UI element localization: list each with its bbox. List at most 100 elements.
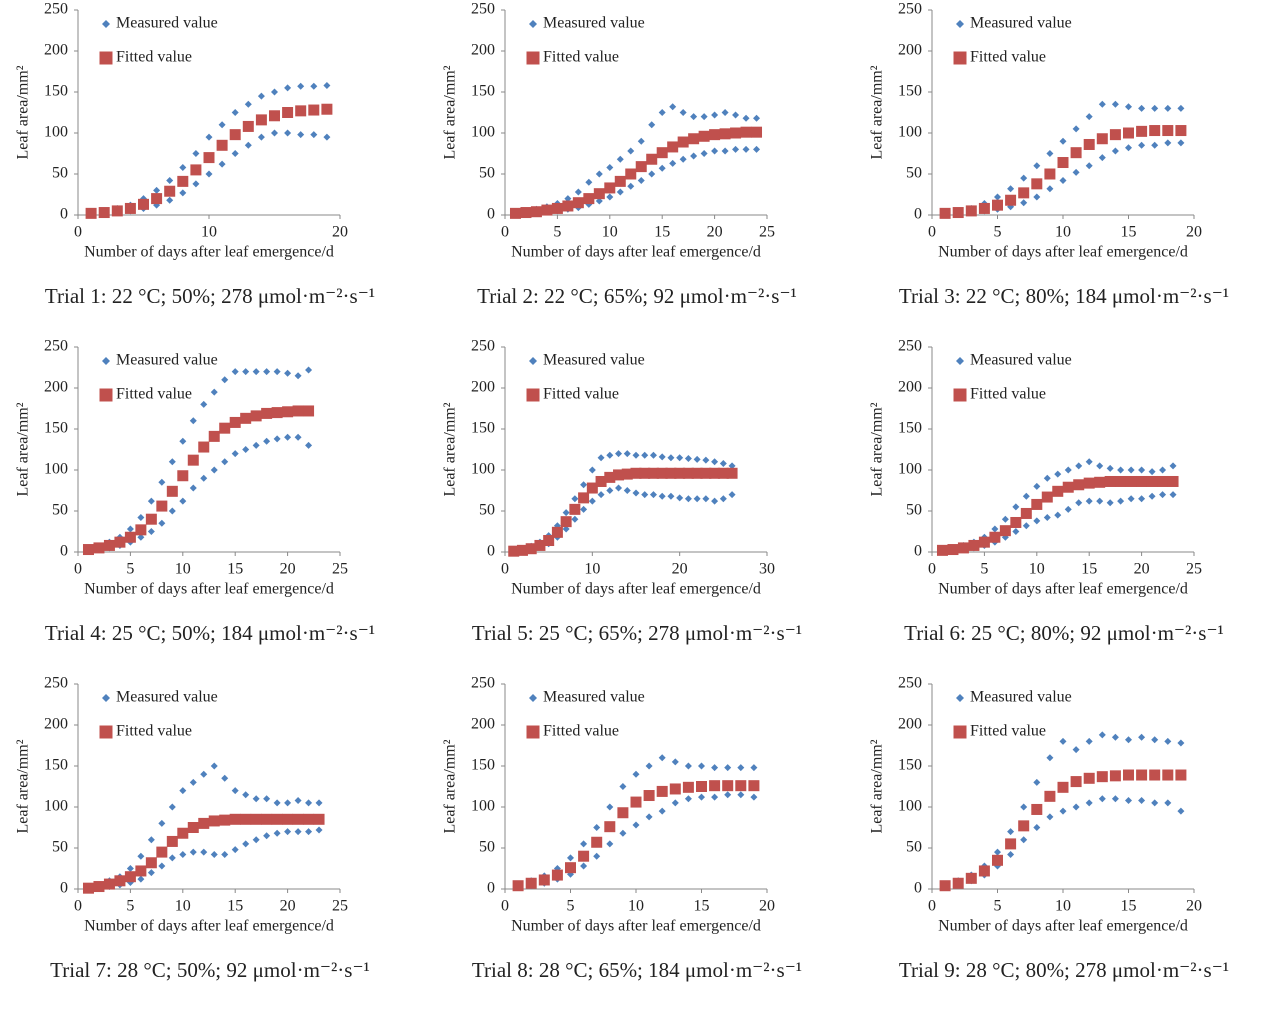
fitted-point: [190, 164, 202, 176]
x-tick-label: 0: [74, 561, 82, 578]
fitted-point: [198, 817, 210, 829]
fitted-point: [103, 878, 115, 890]
measured-point: [719, 495, 727, 503]
measured-point: [1106, 499, 1114, 507]
measured-point: [192, 150, 200, 157]
fitted-point: [219, 422, 231, 434]
fitted-point: [560, 516, 572, 528]
x-tick-label: 0: [928, 224, 936, 241]
measured-point: [994, 848, 1001, 856]
measured-point: [676, 454, 684, 462]
fitted-point: [1162, 769, 1174, 781]
x-tick-label: 5: [553, 224, 561, 241]
legend-label: Measured value: [116, 352, 218, 369]
y-tick-label: 50: [906, 839, 922, 856]
y-tick-label: 0: [914, 206, 922, 223]
legend-label: Fitted value: [116, 49, 192, 66]
fitted-point: [936, 544, 948, 556]
fitted-point: [82, 882, 94, 894]
caption: Trial 7: 28 °C; 50%; 92 μmol·m⁻²·s⁻¹: [50, 958, 370, 982]
measured-point: [719, 459, 727, 467]
fitted-point: [647, 467, 659, 479]
fitted-point: [1175, 125, 1187, 137]
x-tick-label: 15: [1081, 561, 1097, 578]
fitted-point: [1115, 475, 1127, 487]
legend-marker: [956, 694, 964, 702]
fitted-point: [1125, 475, 1137, 487]
measured-point: [588, 466, 596, 474]
fitted-point: [541, 204, 553, 216]
y-tick-label: 200: [44, 716, 68, 733]
measured-point: [166, 196, 174, 204]
measured-point: [1033, 517, 1041, 525]
fitted-point: [261, 407, 273, 419]
measured-point: [179, 437, 187, 445]
x-tick-label: 10: [201, 224, 217, 241]
measured-point: [702, 495, 710, 503]
measured-point: [263, 832, 271, 840]
legend-marker: [526, 51, 540, 65]
x-tick-label: 5: [994, 898, 1002, 915]
measured-point: [168, 803, 176, 811]
fitted-point: [269, 110, 280, 122]
measured-point: [648, 121, 656, 129]
measured-point: [200, 770, 208, 778]
measured-point: [1020, 836, 1028, 844]
fitted-point: [1162, 125, 1174, 137]
x-tick-label: 5: [126, 898, 134, 915]
legend-label: Fitted value: [543, 386, 619, 403]
measured-point: [711, 793, 719, 801]
measured-point: [137, 514, 145, 522]
fitted-point: [551, 202, 563, 214]
y-tick-label: 100: [44, 461, 68, 478]
measured-point: [1177, 739, 1185, 747]
measured-point: [1111, 147, 1119, 155]
measured-point: [1046, 813, 1054, 821]
y-tick-label: 50: [906, 165, 922, 182]
fitted-point: [1175, 769, 1187, 781]
fitted-point: [543, 535, 555, 547]
measured-point: [1064, 466, 1072, 474]
x-tick-label: 10: [175, 898, 191, 915]
fitted-point: [250, 410, 262, 422]
measured-point: [606, 451, 614, 459]
measured-point: [667, 492, 675, 500]
measured-point: [1022, 522, 1030, 530]
fitted-point: [656, 785, 668, 797]
measured-point: [597, 491, 605, 499]
measured-point: [1012, 503, 1020, 511]
measured-point: [179, 163, 187, 171]
y-tick-label: 50: [479, 165, 495, 182]
measured-point: [1164, 139, 1172, 147]
measured-point: [562, 509, 570, 517]
measured-point: [1151, 736, 1159, 744]
fitted-point: [1073, 479, 1085, 491]
fitted-point: [250, 813, 262, 825]
measured-point: [297, 82, 305, 90]
legend-label: Measured value: [116, 15, 218, 32]
measured-point: [210, 762, 218, 770]
legend-label: Fitted value: [970, 386, 1046, 403]
measured-point: [574, 188, 582, 196]
fitted-point: [565, 862, 576, 874]
measured-point: [737, 791, 745, 799]
measured-point: [627, 147, 635, 155]
measured-point: [632, 821, 640, 829]
fitted-point: [208, 430, 220, 442]
x-axis-label: Number of days after leaf emergence/d: [938, 581, 1188, 598]
fitted-point: [303, 405, 315, 417]
measured-point: [305, 828, 313, 836]
measured-point: [711, 147, 719, 155]
measured-point: [753, 145, 761, 153]
fitted-point: [709, 129, 721, 141]
fitted-point: [691, 467, 703, 479]
x-tick-label: 15: [1121, 898, 1137, 915]
fitted-point: [261, 813, 273, 825]
measured-point: [1072, 168, 1080, 176]
fitted-point: [229, 416, 241, 428]
measured-point: [724, 764, 732, 772]
fitted-point: [1031, 498, 1043, 510]
measured-point: [595, 197, 603, 205]
measured-point: [1033, 824, 1041, 831]
fitted-point: [965, 872, 977, 884]
